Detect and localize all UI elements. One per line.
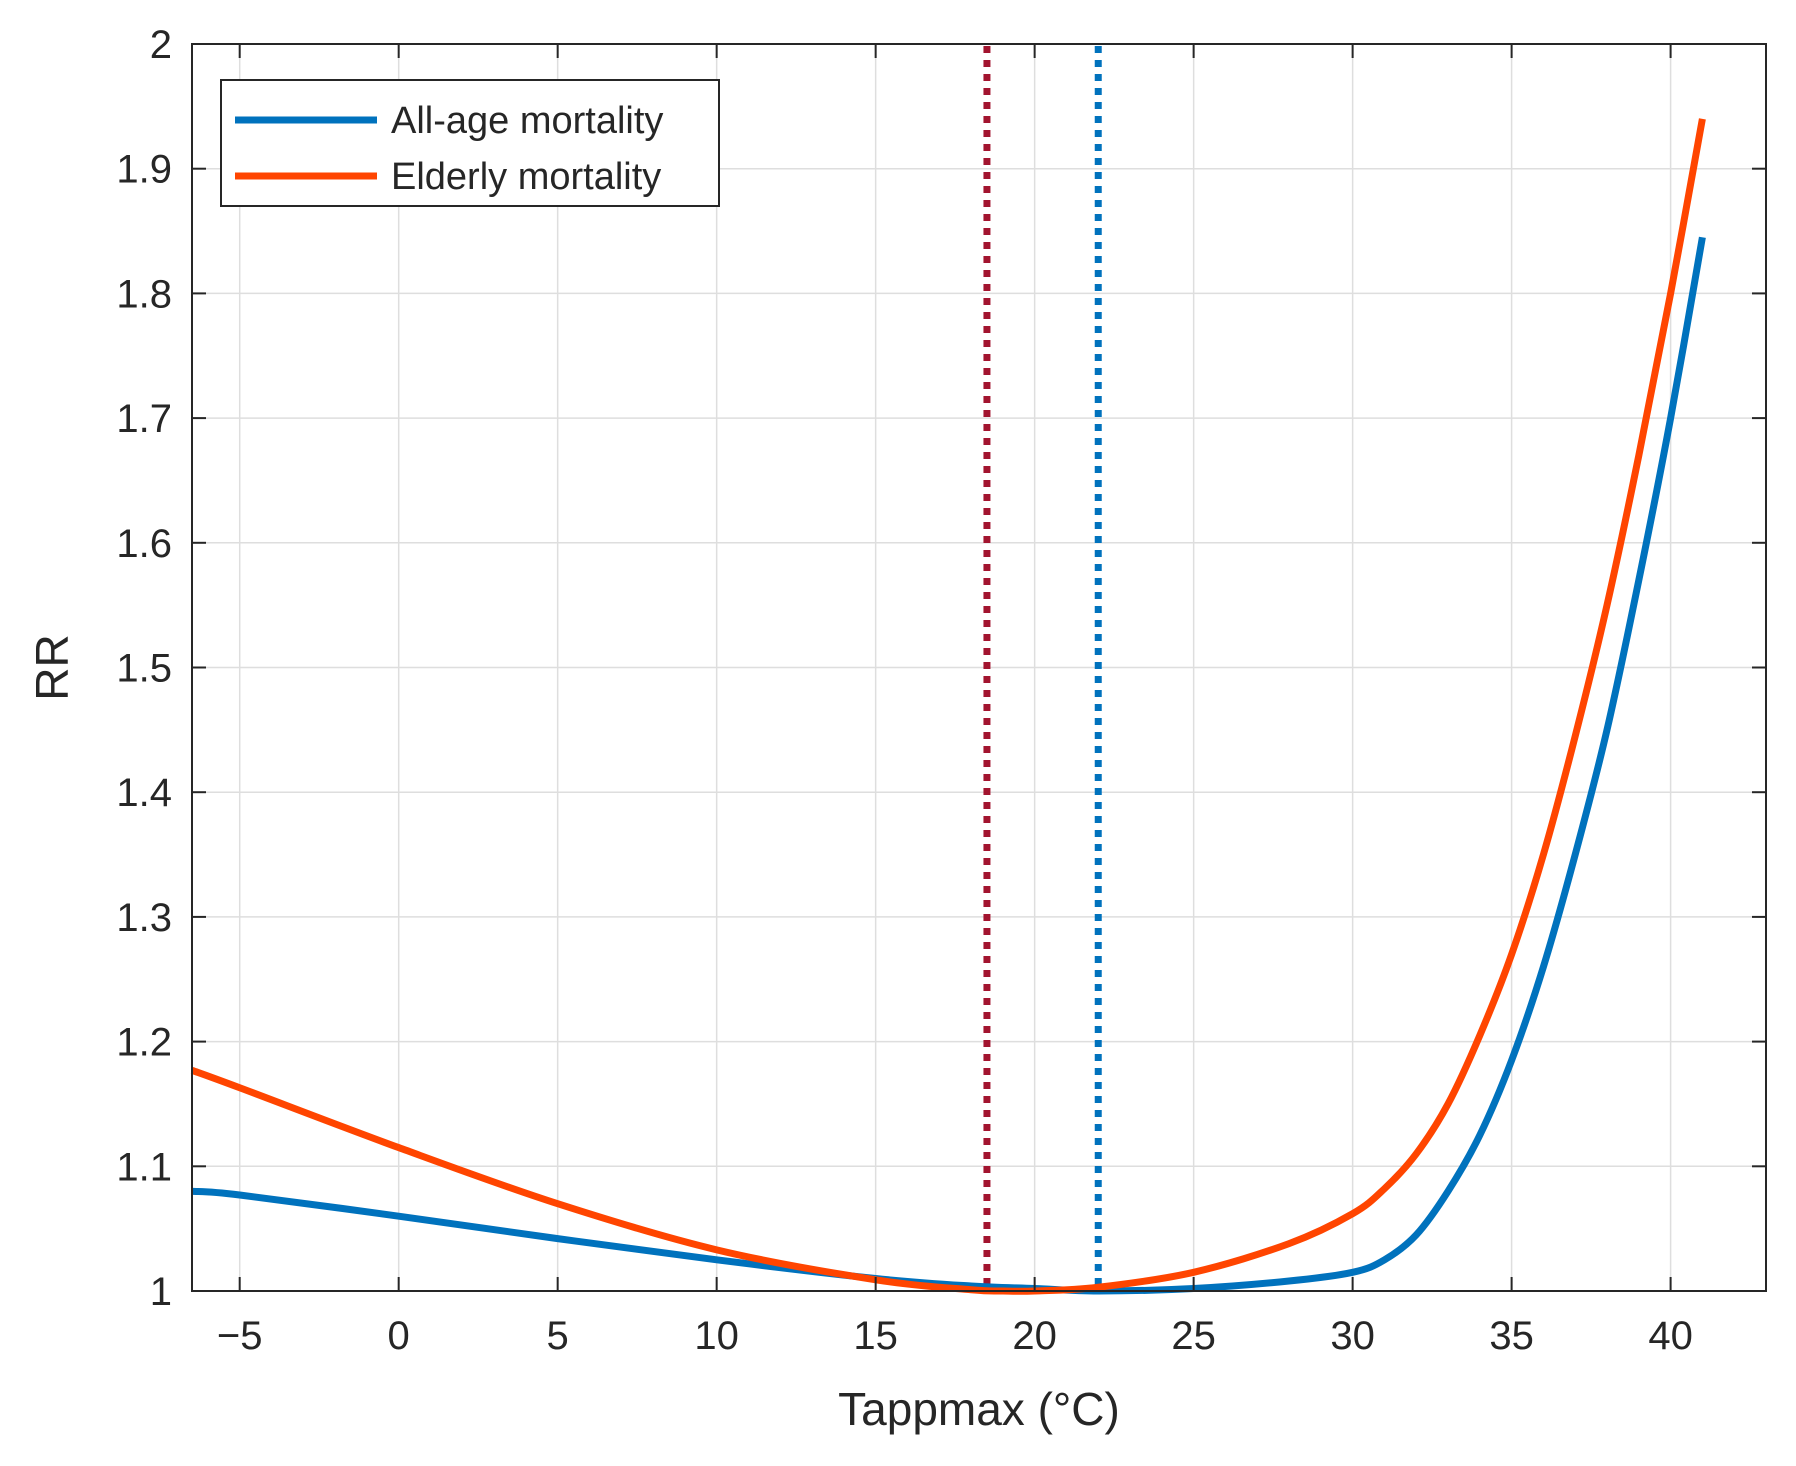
series-line-all-age (191, 236, 1706, 1295)
legend: All-age mortality Elderly mortality (220, 79, 720, 207)
x-tick-label: 35 (1489, 1314, 1534, 1358)
y-axis-label: RR (26, 634, 78, 700)
y-tick-label: 1.1 (116, 1145, 172, 1189)
reference-lines (983, 46, 1102, 1289)
x-tick-label: −5 (217, 1314, 263, 1358)
y-tick-label: 1.6 (116, 522, 172, 566)
x-tick-label: 10 (694, 1314, 739, 1358)
series-line-elderly (190, 118, 1706, 1295)
x-tick-label: 15 (853, 1314, 898, 1358)
legend-label-elderly: Elderly mortality (391, 156, 661, 198)
x-tick-label: 20 (1012, 1314, 1057, 1358)
y-tick-label: 2 (150, 23, 172, 67)
y-tick-label: 1.9 (116, 148, 172, 192)
y-tick-label: 1.3 (116, 896, 172, 940)
legend-box (220, 79, 720, 207)
x-axis-label: Tappmax (°C) (838, 1383, 1120, 1435)
x-tick-labels: −5 0 5 10 15 20 25 30 35 40 (217, 1314, 1693, 1358)
series-lines (190, 118, 1706, 1295)
x-tick-label: 40 (1648, 1314, 1693, 1358)
x-tick-label: 30 (1330, 1314, 1375, 1358)
y-tick-label: 1.4 (116, 771, 172, 815)
x-tick-label: 25 (1171, 1314, 1216, 1358)
y-tick-label: 1.8 (116, 272, 172, 316)
axis-ticks (192, 43, 1766, 1292)
y-tick-label: 1 (150, 1270, 172, 1314)
x-tick-label: 0 (388, 1314, 410, 1358)
y-tick-label: 1.2 (116, 1021, 172, 1065)
y-tick-label: 1.7 (116, 397, 172, 441)
x-tick-label: 5 (547, 1314, 569, 1358)
legend-label-all-age: All-age mortality (391, 100, 663, 142)
y-tick-label: 1.5 (116, 647, 172, 691)
y-tick-labels: 1 1.1 1.2 1.3 1.4 1.5 1.6 1.7 1.8 1.9 2 (116, 23, 172, 1314)
